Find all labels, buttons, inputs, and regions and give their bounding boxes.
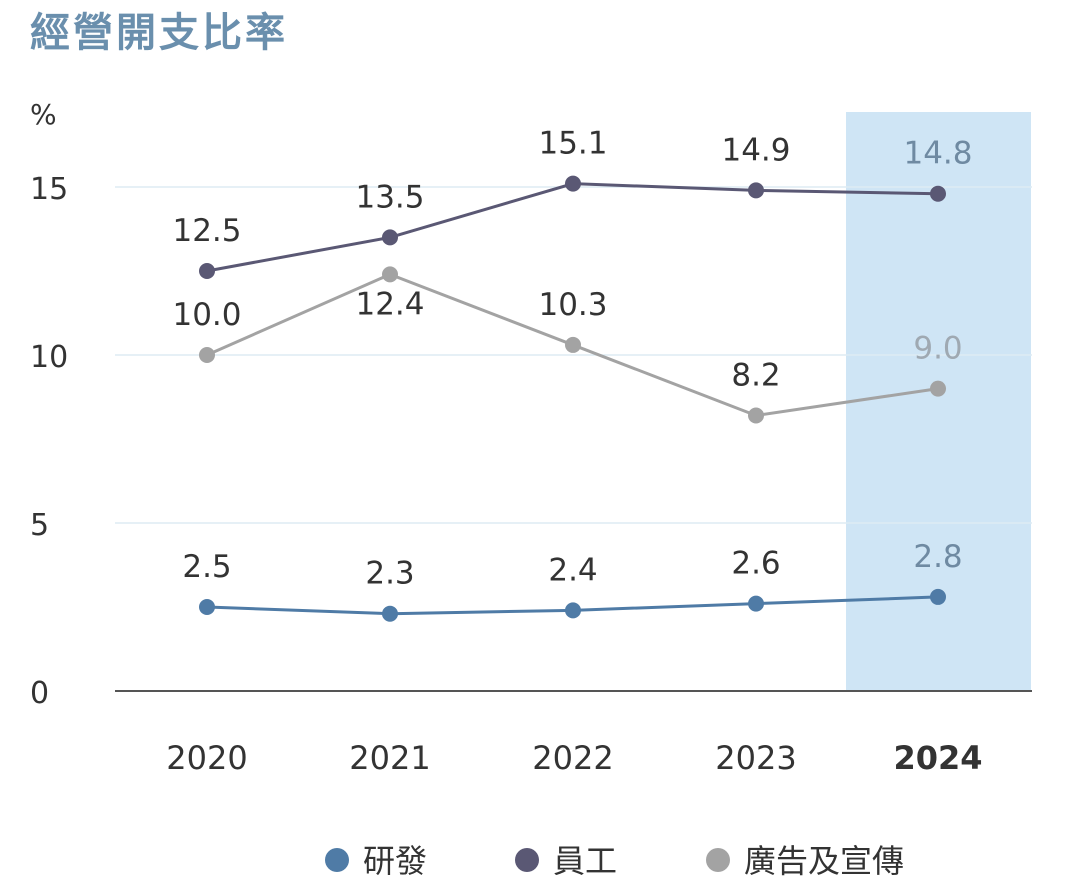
x-tick-label: 2022 xyxy=(532,739,613,777)
data-point xyxy=(748,407,764,424)
legend-marker xyxy=(325,848,349,872)
data-point xyxy=(565,336,581,353)
data-label: 9.0 xyxy=(913,331,962,367)
data-point xyxy=(930,380,946,397)
data-label: 13.5 xyxy=(355,179,424,215)
data-point xyxy=(382,266,398,283)
legend-label: 員工 xyxy=(553,842,617,880)
data-point xyxy=(565,175,581,192)
data-point xyxy=(199,347,215,363)
data-point xyxy=(748,182,764,199)
legend-label: 廣告及宣傳 xyxy=(744,842,904,880)
legend-marker xyxy=(706,848,730,872)
data-point xyxy=(930,588,946,605)
data-label: 10.3 xyxy=(538,287,607,323)
series-layer: 2.5 2.3 2.4 2.6 2.812.513.515.1 14.9 14.810.0 1… xyxy=(172,126,973,622)
data-point xyxy=(199,263,215,279)
y-tick-label: 10 xyxy=(30,340,68,375)
data-label: 8.2 xyxy=(731,357,780,393)
data-point xyxy=(565,602,581,619)
x-tick-label: 2020 xyxy=(166,739,247,777)
y-axis-unit: % xyxy=(30,98,57,131)
x-tick-label: 2024 xyxy=(893,739,982,777)
data-label: 14.9 xyxy=(721,132,790,168)
x-tick-labels: 2020 2021 2022 2023 2024 xyxy=(166,739,982,777)
chart-title: 經營開支比率 xyxy=(30,10,288,56)
data-label: 15.1 xyxy=(538,126,607,162)
data-point xyxy=(382,229,398,246)
data-point xyxy=(199,599,215,615)
series-line xyxy=(206,182,939,273)
legend-item: 員工 xyxy=(515,842,617,880)
data-label: 2.3 xyxy=(365,556,414,592)
legend-item: 廣告及宣傳 xyxy=(706,842,904,880)
data-label: 2.4 xyxy=(548,552,597,588)
data-label: 14.8 xyxy=(903,136,972,172)
series-3: 10.0 12.4 10.3 8.2 9.0 xyxy=(172,266,963,424)
data-label: 2.8 xyxy=(913,539,962,575)
legend-marker xyxy=(515,848,539,872)
series-1: 2.5 2.3 2.4 2.6 2.8 xyxy=(182,539,963,622)
data-label: 2.6 xyxy=(731,546,780,582)
x-tick-label: 2021 xyxy=(349,739,430,777)
y-tick-labels: 0 5 10 15 xyxy=(30,172,68,711)
data-point xyxy=(382,605,398,622)
data-point xyxy=(930,185,946,202)
data-label: 2.5 xyxy=(182,549,231,585)
legend: 研發 員工 廣告及宣傳 xyxy=(325,842,904,880)
y-tick-label: 5 xyxy=(30,508,49,543)
data-label: 12.5 xyxy=(172,213,241,249)
series-2: 12.5 13.5 15.1 14.9 14.8 xyxy=(172,126,973,279)
x-tick-label: 2023 xyxy=(715,739,796,777)
y-tick-label: 15 xyxy=(30,172,68,207)
data-label: 12.4 xyxy=(355,286,424,322)
data-point xyxy=(748,595,764,612)
legend-item: 研發 xyxy=(325,842,427,880)
data-label: 10.0 xyxy=(172,297,241,333)
y-tick-label: 0 xyxy=(30,676,49,711)
legend-label: 研發 xyxy=(363,842,427,880)
